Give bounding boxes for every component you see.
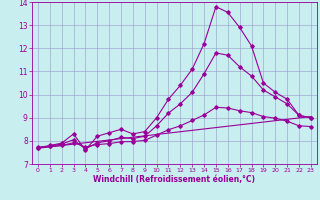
X-axis label: Windchill (Refroidissement éolien,°C): Windchill (Refroidissement éolien,°C) bbox=[93, 175, 255, 184]
